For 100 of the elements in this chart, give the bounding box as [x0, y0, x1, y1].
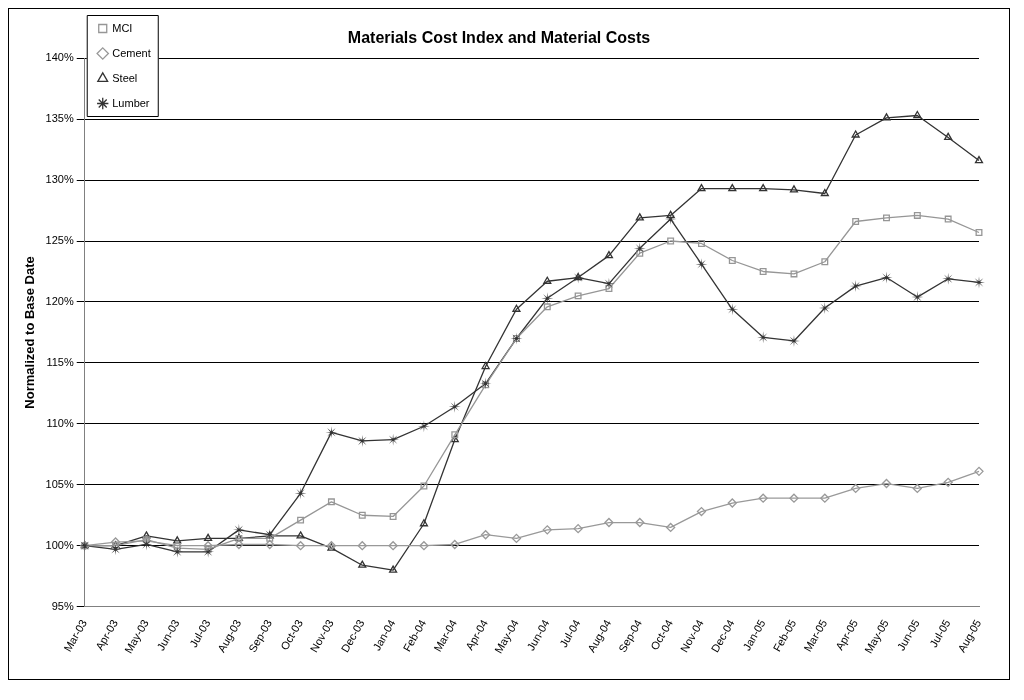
point	[883, 214, 890, 222]
point	[697, 239, 705, 247]
y-tick-label: 130%	[45, 173, 74, 186]
y-axis-title: Normalized to Base Date	[22, 256, 38, 409]
point	[726, 303, 739, 316]
point	[482, 381, 490, 389]
point	[667, 237, 675, 245]
point	[697, 183, 706, 192]
y-tick-label: 95%	[51, 599, 74, 612]
y-tick-label: 120%	[45, 294, 74, 307]
point	[604, 250, 614, 259]
point	[605, 285, 613, 293]
y-tick-label: 135%	[45, 112, 74, 125]
point	[975, 229, 983, 236]
point	[635, 213, 644, 221]
point	[203, 541, 213, 551]
point	[450, 435, 459, 443]
point	[851, 483, 861, 494]
legend-label: Steel	[112, 71, 138, 84]
point	[635, 517, 645, 528]
point	[821, 258, 829, 266]
point	[481, 361, 490, 370]
point	[852, 218, 860, 225]
point	[758, 493, 768, 503]
legend-label: Lumber	[112, 96, 150, 109]
point	[266, 534, 274, 542]
point	[327, 498, 335, 506]
point	[142, 531, 151, 539]
point	[851, 130, 860, 138]
point	[943, 477, 953, 487]
point	[574, 292, 582, 300]
point	[912, 483, 922, 494]
point	[265, 539, 275, 550]
point	[295, 541, 306, 551]
point	[420, 482, 428, 490]
point	[389, 512, 397, 520]
point	[388, 541, 398, 551]
point	[573, 523, 583, 534]
y-tick-label: 115%	[46, 355, 74, 368]
point	[541, 292, 554, 305]
point	[913, 211, 921, 219]
point	[974, 466, 984, 476]
point	[636, 249, 644, 257]
point	[789, 493, 799, 503]
point	[109, 543, 122, 556]
point	[728, 257, 736, 264]
point	[479, 377, 492, 390]
point	[696, 506, 707, 517]
y-tick-label: 140%	[45, 51, 74, 64]
point	[171, 545, 184, 558]
point	[882, 113, 891, 121]
point	[820, 188, 829, 197]
point	[665, 522, 676, 533]
point	[512, 304, 521, 312]
point	[542, 525, 552, 535]
point	[604, 517, 614, 528]
point	[789, 185, 799, 193]
point	[419, 519, 429, 527]
point	[543, 276, 552, 284]
point	[759, 183, 768, 192]
point	[419, 541, 429, 551]
point	[294, 487, 307, 500]
point	[944, 132, 953, 141]
point	[974, 155, 984, 164]
legend-label: Cement	[112, 46, 151, 59]
point	[450, 539, 460, 550]
point	[358, 560, 367, 568]
point	[451, 431, 459, 439]
y-tick-label: 105%	[45, 477, 74, 490]
point	[297, 516, 305, 524]
point	[357, 541, 367, 551]
point	[234, 539, 244, 550]
point	[543, 303, 551, 311]
y-tick-label: 100%	[45, 538, 74, 551]
point	[480, 530, 491, 540]
point	[757, 331, 770, 344]
point	[880, 271, 893, 284]
point	[388, 565, 398, 573]
point	[511, 533, 522, 544]
y-tick-label: 125%	[45, 234, 74, 247]
chart-title: Materials Cost Index and Material Costs	[347, 29, 651, 47]
point	[727, 498, 737, 508]
point	[173, 536, 182, 544]
point	[666, 210, 675, 219]
point	[790, 270, 798, 278]
point	[296, 531, 305, 539]
point	[913, 110, 922, 119]
point	[944, 215, 952, 223]
point	[633, 242, 646, 255]
y-tick-label: 110%	[46, 416, 74, 429]
point	[820, 493, 830, 503]
point	[759, 268, 767, 275]
point	[881, 478, 892, 489]
point	[728, 183, 737, 192]
point	[140, 538, 153, 551]
legend-label: MCI	[112, 21, 133, 34]
point	[203, 533, 213, 542]
point	[448, 400, 461, 413]
point	[204, 545, 212, 553]
point	[325, 426, 338, 439]
